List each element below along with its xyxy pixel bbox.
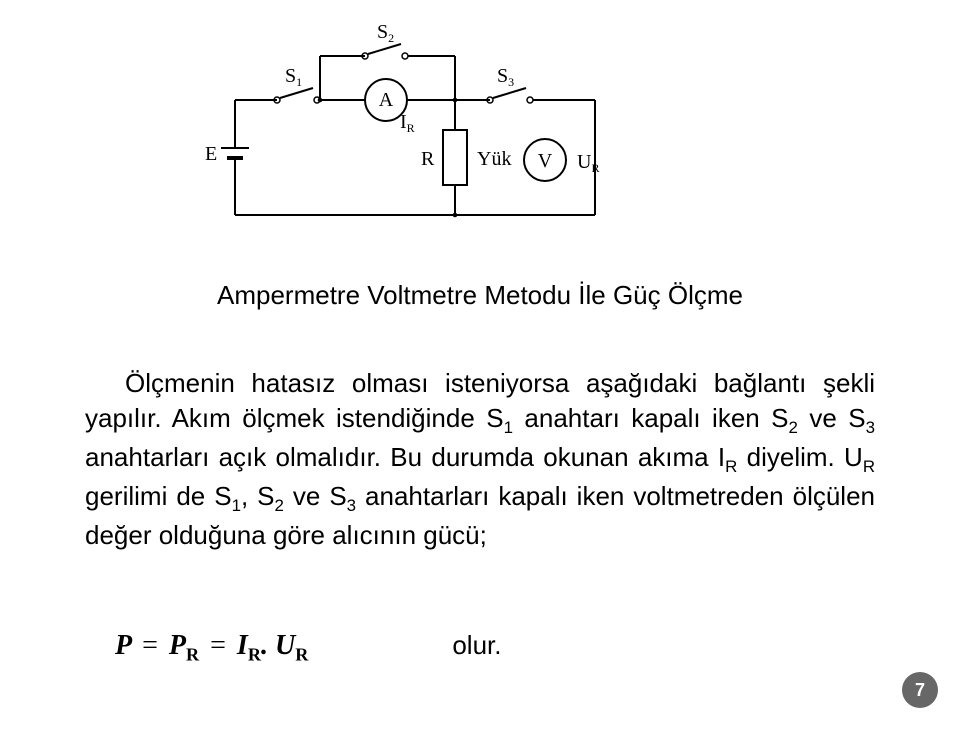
body-paragraph: Ölçmenin hatasız olması isteniyorsa aşağ… — [85, 340, 875, 579]
page-number: 7 — [915, 680, 925, 701]
e-label: E — [205, 143, 217, 165]
s1-label: S1 — [285, 65, 302, 89]
s3-label: S3 — [497, 65, 514, 89]
yuk-label: Yük — [477, 148, 511, 170]
equation-row: P = PR = IR. UR olur. — [115, 630, 895, 666]
page-number-badge: 7 — [902, 672, 938, 708]
ammeter-label: A — [379, 89, 394, 111]
s2-label: S2 — [377, 21, 394, 45]
ir-label: IR — [400, 111, 415, 135]
voltmeter-label: V — [538, 150, 553, 172]
circuit-svg: A — [205, 20, 625, 250]
ur-label: UR — [577, 151, 599, 175]
power-equation: P = PR = IR. UR — [115, 630, 308, 666]
equation-result-word: olur. — [452, 630, 501, 661]
figure-caption: Ampermetre Voltmetre Metodu İle Güç Ölçm… — [0, 280, 960, 311]
r-label: R — [421, 148, 435, 170]
circuit-diagram: A — [205, 20, 625, 250]
